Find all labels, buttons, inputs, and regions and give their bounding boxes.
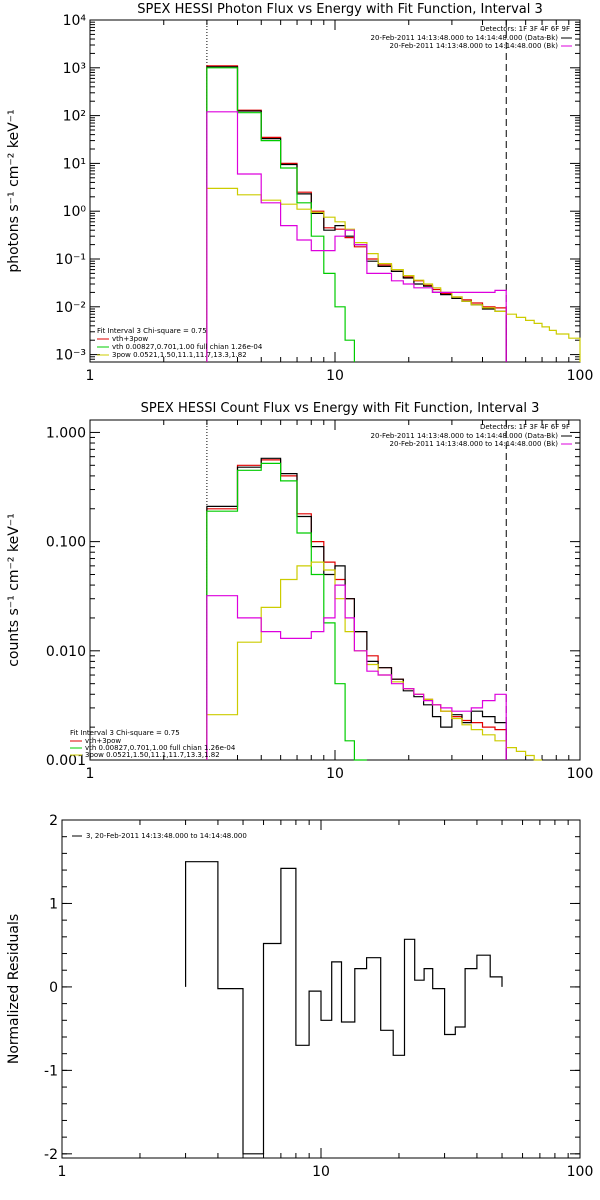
count-legend-vth: vth 0.00827,0.701,1.00 full chian 1.26e-… bbox=[85, 744, 236, 752]
photon-y-tick-label: 10¹ bbox=[63, 156, 86, 172]
residuals-series bbox=[185, 861, 503, 1155]
photon-y-axis-label: photons s⁻¹ cm⁻² keV⁻¹ bbox=[6, 109, 22, 272]
count-series bbox=[206, 457, 542, 761]
photon-y-tick-label: 10⁴ bbox=[63, 13, 87, 29]
residuals-x-tick-label: 1 bbox=[58, 1164, 67, 1180]
photon-legend-vth: vth 0.00827,0.701,1.00 full chian 1.26e-… bbox=[112, 343, 263, 351]
count-chart-title: SPEX HESSI Count Flux vs Energy with Fit… bbox=[141, 401, 540, 416]
residuals-y-tick-label: -1 bbox=[44, 1063, 58, 1079]
photon-legend: Fit Interval 3 Chi-square = 0.75 vth+3po… bbox=[97, 327, 263, 359]
photon-x-tick-label: 100 bbox=[567, 368, 594, 384]
count-x-tick-label: 1 bbox=[86, 766, 95, 782]
residuals-x-tick-label: 100 bbox=[567, 1164, 594, 1180]
count-y-tick-label: 0.001 bbox=[46, 753, 86, 769]
photon-y-tick-label: 10⁻³ bbox=[55, 348, 86, 364]
count-legend-header: Fit Interval 3 Chi-square = 0.75 bbox=[70, 729, 180, 737]
count-vlines bbox=[206, 420, 507, 760]
count-y-tick-label: 0.100 bbox=[46, 535, 86, 551]
photon-x-tick-label: 1 bbox=[86, 368, 95, 384]
photon-chart-title: SPEX HESSI Photon Flux vs Energy with Fi… bbox=[137, 2, 543, 17]
photon-info-line-1: Detectors: 1F 3F 4F 6F 9F bbox=[480, 25, 570, 33]
photon-series-3 bbox=[206, 187, 581, 362]
count-legend-total: vth+3pow bbox=[85, 737, 121, 745]
photon-legend-header: Fit Interval 3 Chi-square = 0.75 bbox=[97, 327, 207, 335]
photon-y-tick-label: 10⁰ bbox=[63, 204, 87, 220]
photon-x-tick-label: 10 bbox=[326, 368, 344, 384]
count-legend-3pow: 3pow 0.0521,1.50,11.1,11.7,13.3,1.82 bbox=[85, 751, 220, 759]
residuals-series-0 bbox=[185, 861, 503, 1155]
photon-ticks: 1 10 100 10⁻³ 10⁻² 10⁻¹ 10⁰ 10¹ 10² 10³ 10⁴ bbox=[55, 13, 593, 384]
count-info-line-2: 20-Feb-2011 14:13:48.000 to 14:14:48.000… bbox=[371, 432, 559, 440]
residuals-y-tick-label: 2 bbox=[49, 813, 58, 829]
count-y-axis-label: counts s⁻¹ cm⁻² keV⁻¹ bbox=[6, 513, 22, 667]
count-info-line-1: Detectors: 1F 3F 4F 6F 9F bbox=[480, 423, 570, 431]
count-y-tick-label: 1.000 bbox=[46, 425, 86, 441]
residuals-y-tick-label: 1 bbox=[49, 896, 58, 912]
photon-legend-total: vth+3pow bbox=[112, 335, 148, 343]
photon-series-2 bbox=[206, 67, 355, 362]
photon-series bbox=[206, 65, 581, 362]
residuals-ticks: 1 10 100 -2 -1 0 1 2 bbox=[44, 813, 593, 1180]
count-series-4 bbox=[206, 584, 507, 760]
count-x-tick-label: 10 bbox=[326, 766, 344, 782]
photon-flux-panel: SPEX HESSI Photon Flux vs Energy with Fi… bbox=[6, 2, 593, 384]
residuals-legend-label: 3, 20-Feb-2011 14:13:48.000 to 14:14:48.… bbox=[86, 832, 247, 840]
count-series-1 bbox=[206, 457, 507, 760]
count-info: Detectors: 1F 3F 4F 6F 9F 20-Feb-2011 14… bbox=[371, 423, 572, 448]
photon-info-line-3: 20-Feb-2011 14:13:48.000 to 14:14:48.000… bbox=[390, 42, 559, 50]
residuals-y-tick-label: -2 bbox=[44, 1147, 58, 1163]
count-flux-panel: SPEX HESSI Count Flux vs Energy with Fit… bbox=[6, 401, 593, 782]
count-info-line-3: 20-Feb-2011 14:13:48.000 to 14:14:48.000… bbox=[390, 440, 559, 448]
count-series-2 bbox=[206, 462, 367, 761]
count-x-tick-label: 100 bbox=[567, 766, 594, 782]
count-y-tick-label: 0.010 bbox=[46, 644, 86, 660]
photon-legend-3pow: 3pow 0.0521,1.50,11.1,11.7,13.3,1.82 bbox=[112, 351, 247, 359]
photon-y-tick-label: 10² bbox=[63, 109, 86, 125]
residuals-panel: Normalized Residuals 1 10 100 -2 -1 0 1 2 3, 20… bbox=[6, 813, 593, 1180]
residuals-x-tick-label: 10 bbox=[312, 1164, 330, 1180]
photon-info: Detectors: 1F 3F 4F 6F 9F 20-Feb-2011 14… bbox=[371, 25, 572, 50]
photon-y-tick-label: 10⁻¹ bbox=[55, 252, 86, 268]
photon-y-tick-label: 10³ bbox=[63, 61, 86, 77]
count-legend: Fit Interval 3 Chi-square = 0.75 vth+3po… bbox=[70, 729, 236, 759]
residuals-y-tick-label: 0 bbox=[49, 980, 58, 996]
photon-info-line-2: 20-Feb-2011 14:13:48.000 to 14:14:48.000… bbox=[371, 34, 559, 42]
photon-series-4 bbox=[206, 111, 507, 362]
count-ticks: 1 10 100 0.001 0.010 0.100 1.000 bbox=[46, 420, 593, 782]
photon-series-0 bbox=[206, 65, 507, 362]
photon-y-tick-label: 10⁻² bbox=[55, 300, 86, 316]
residuals-legend: 3, 20-Feb-2011 14:13:48.000 to 14:14:48.… bbox=[72, 832, 247, 840]
residuals-y-axis-label: Normalized Residuals bbox=[6, 914, 22, 1064]
